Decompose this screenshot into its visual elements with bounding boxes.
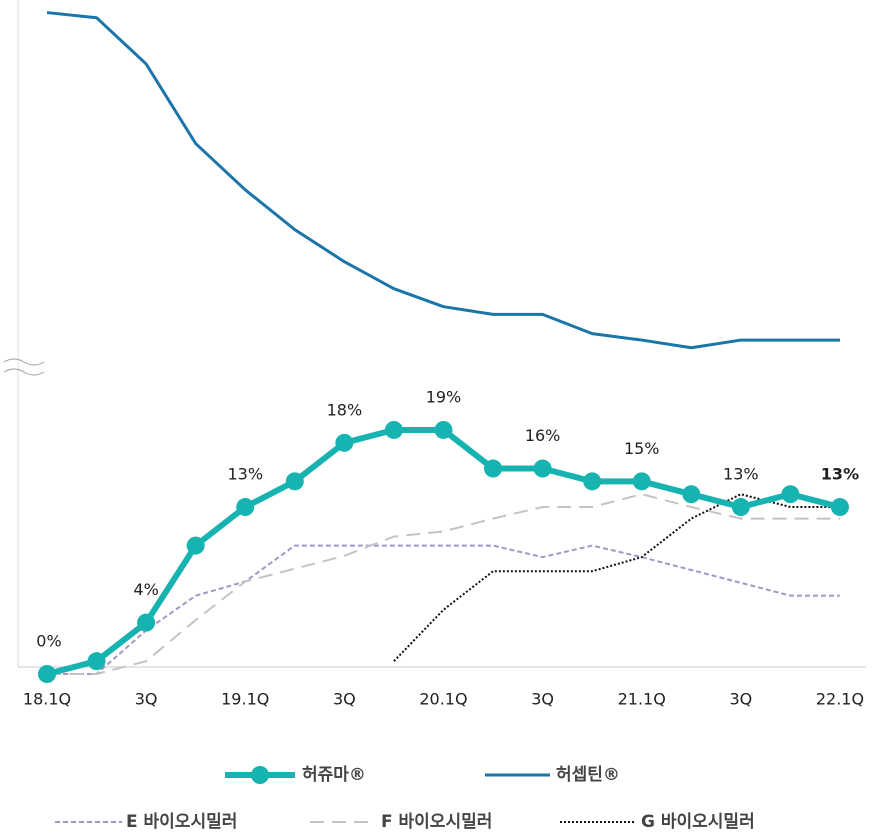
- point: [583, 472, 602, 491]
- series-line: [47, 544, 840, 675]
- x-tick-label: 3Q: [531, 690, 554, 709]
- data-label: 13%: [227, 465, 263, 484]
- series-line: [46, 11, 840, 350]
- point: [484, 459, 503, 478]
- data-label: 4%: [133, 580, 158, 599]
- point: [285, 472, 304, 491]
- legend-label: 허쥬마®: [302, 765, 366, 785]
- legend-label: 허셉틴®: [556, 765, 620, 785]
- legend-label: E 바이오시밀러: [126, 811, 237, 832]
- point: [87, 652, 106, 671]
- x-tick-label: 3Q: [135, 690, 158, 709]
- x-tick-label: 21.1Q: [618, 690, 666, 709]
- x-tick-label: 3Q: [333, 690, 356, 709]
- point: [335, 433, 354, 452]
- x-tick-label: 18.1Q: [23, 690, 71, 709]
- x-tick-label: 20.1Q: [419, 690, 467, 709]
- point: [137, 613, 156, 632]
- point: [731, 498, 750, 517]
- data-label: 13%: [821, 465, 859, 484]
- data-label: 19%: [426, 387, 462, 406]
- point: [533, 459, 552, 478]
- point: [38, 665, 56, 683]
- series-line: [47, 493, 840, 675]
- x-tick-label: 3Q: [729, 690, 752, 709]
- legend-marker: [251, 766, 269, 784]
- data-label: 13%: [723, 465, 759, 484]
- data-label: 0%: [36, 632, 61, 651]
- series-line: [46, 426, 841, 677]
- point: [384, 420, 403, 439]
- x-tick-label: 22.1Q: [816, 690, 864, 709]
- x-tick-label: 19.1Q: [221, 690, 269, 709]
- point: [682, 485, 701, 504]
- data-label: 16%: [525, 426, 561, 445]
- point: [434, 420, 453, 439]
- legend-label: G 바이오시밀러: [641, 811, 755, 832]
- point: [830, 498, 849, 517]
- point: [632, 472, 651, 491]
- data-label: 15%: [624, 439, 660, 458]
- axis-break: [3, 358, 45, 376]
- legend-label: F 바이오시밀러: [381, 811, 492, 832]
- data-label: 18%: [327, 400, 363, 419]
- point: [781, 485, 800, 504]
- point: [186, 536, 205, 555]
- point: [236, 498, 255, 517]
